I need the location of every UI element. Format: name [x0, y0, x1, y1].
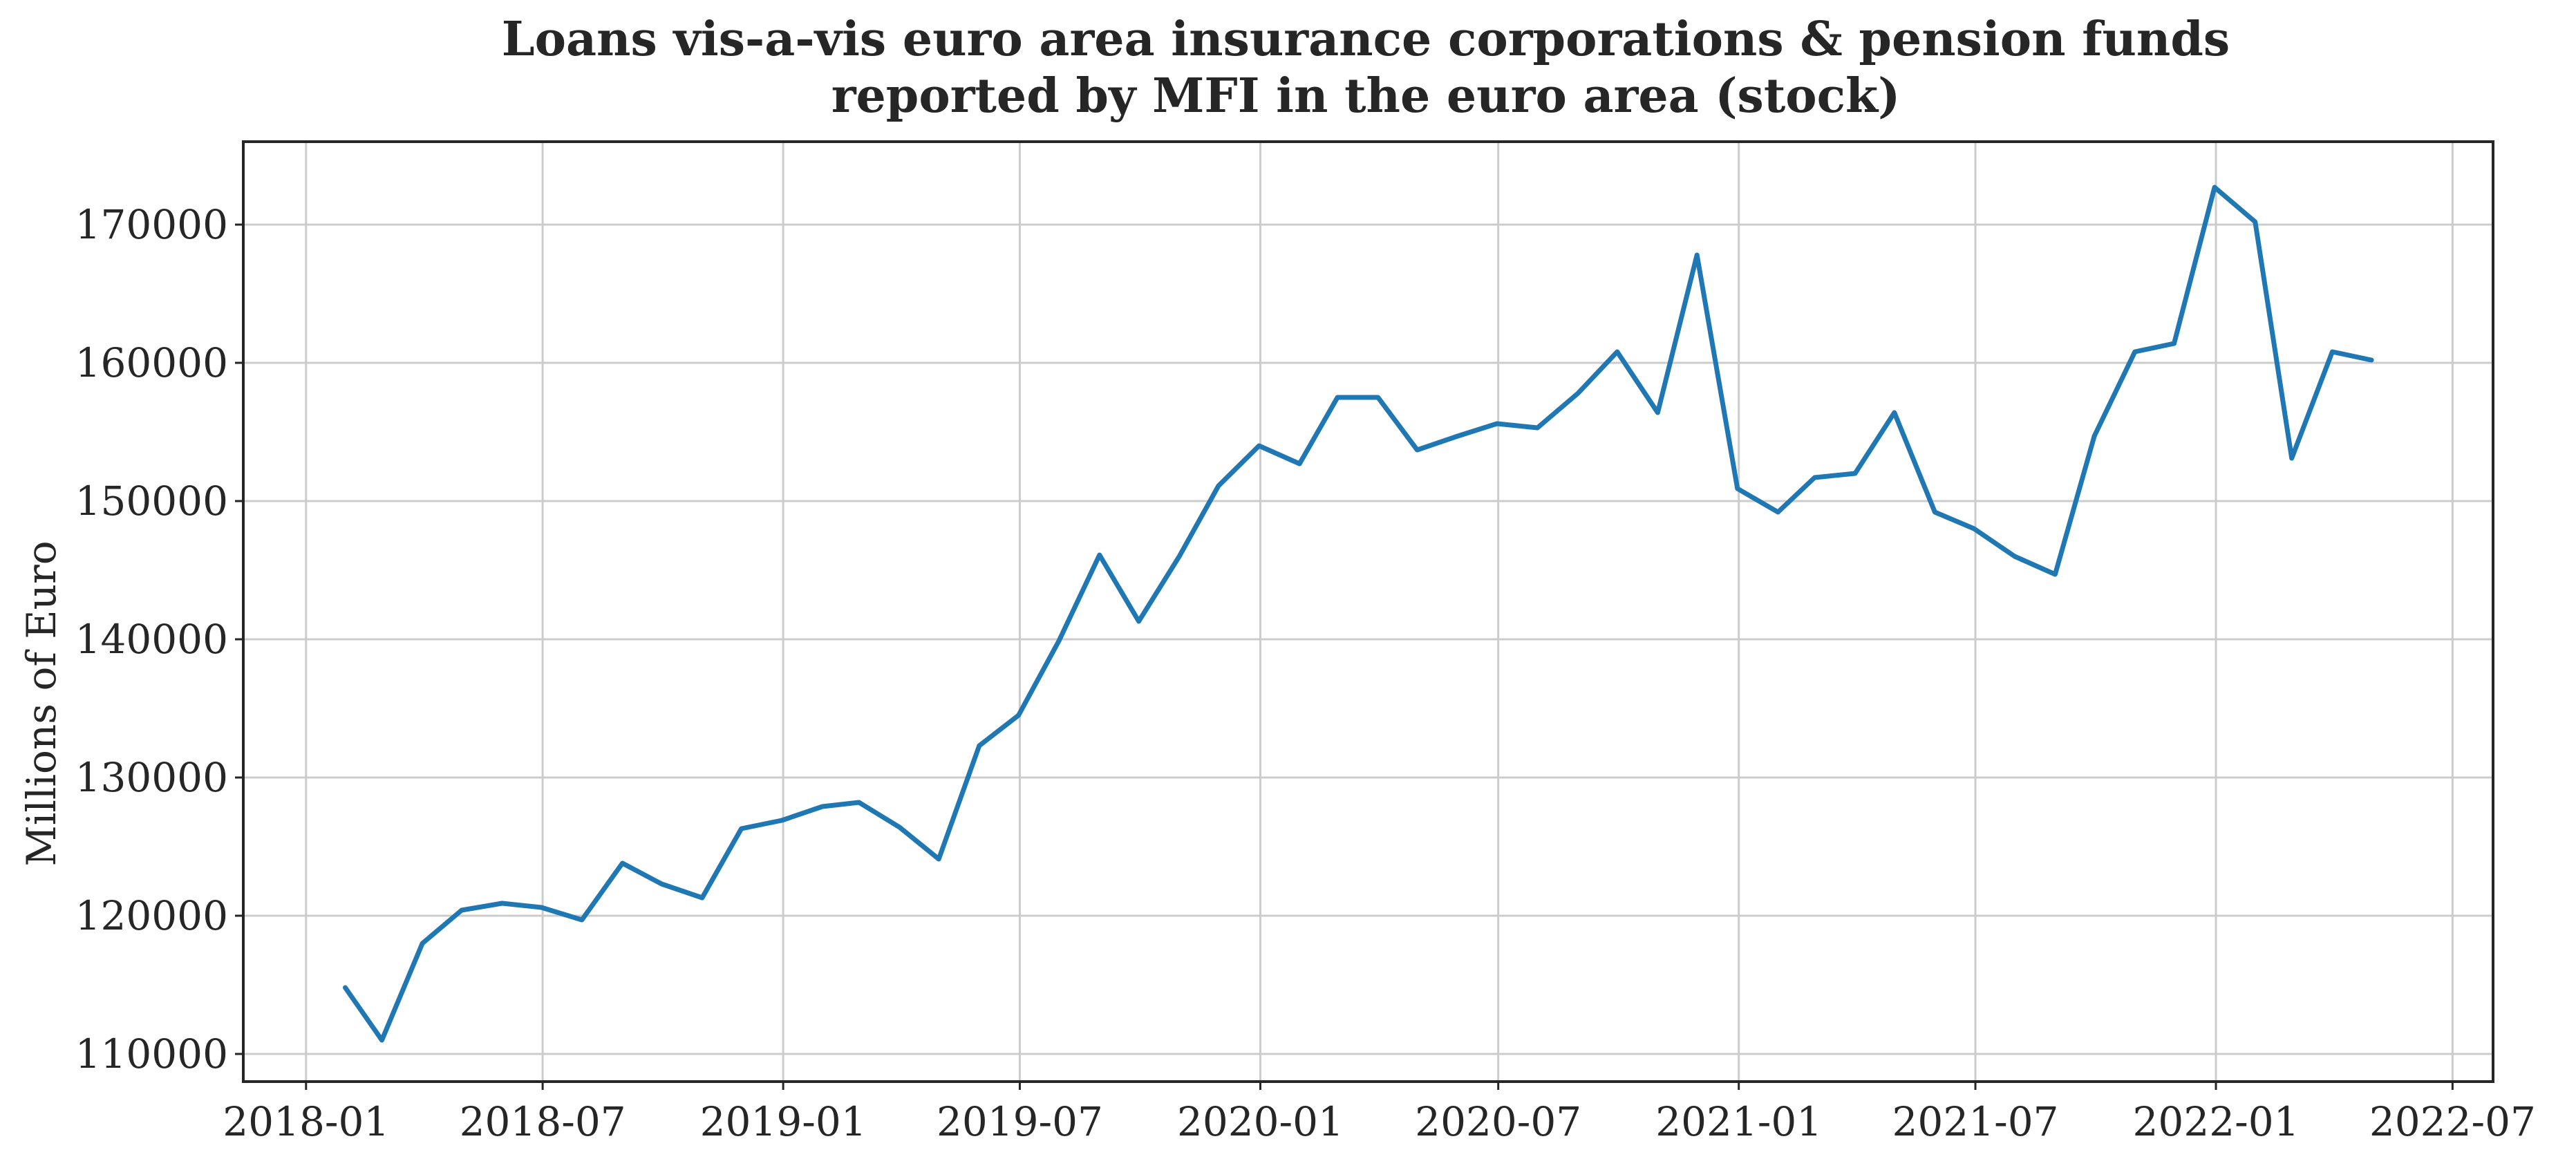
y-tick-label: 140000: [75, 616, 228, 663]
y-tick-label: 170000: [75, 201, 228, 248]
y-tick-label: 160000: [75, 339, 228, 386]
x-tick-label: 2019-01: [700, 1098, 867, 1145]
x-tick-label: 2019-07: [937, 1098, 1103, 1145]
x-tick-label: 2021-01: [1655, 1098, 1822, 1145]
x-tick-label: 2021-07: [1892, 1098, 2059, 1145]
grid: [243, 142, 2493, 1082]
series-group: [343, 185, 2374, 1043]
y-tick-label: 110000: [75, 1030, 228, 1077]
series-line: [343, 185, 2374, 1043]
plot-frame: [242, 140, 2494, 1083]
x-tick-label: 2022-01: [2133, 1098, 2300, 1145]
x-tick-label: 2022-07: [2369, 1098, 2536, 1145]
y-axis-label: Millions of Euro: [18, 540, 65, 866]
x-tick-label: 2020-07: [1415, 1098, 1581, 1145]
y-tick-label: 150000: [75, 478, 228, 525]
chart-title: Loans vis-a-vis euro area insurance corp…: [502, 12, 2230, 67]
y-tick-label: 130000: [75, 754, 228, 801]
x-tick-label: 2018-07: [460, 1098, 626, 1145]
x-axis: 2018-01 2018-07 2019-01 2019-07 2020-01 2020-…: [223, 1082, 2536, 1145]
y-axis: 110000 120000 130000 140000 150000 160000 1700…: [75, 201, 243, 1077]
chart-subtitle: reported by MFI in the euro area (stock): [831, 68, 1901, 124]
x-tick-label: 2020-01: [1177, 1098, 1344, 1145]
x-tick-label: 2018-01: [223, 1098, 389, 1145]
y-tick-label: 120000: [75, 892, 228, 939]
